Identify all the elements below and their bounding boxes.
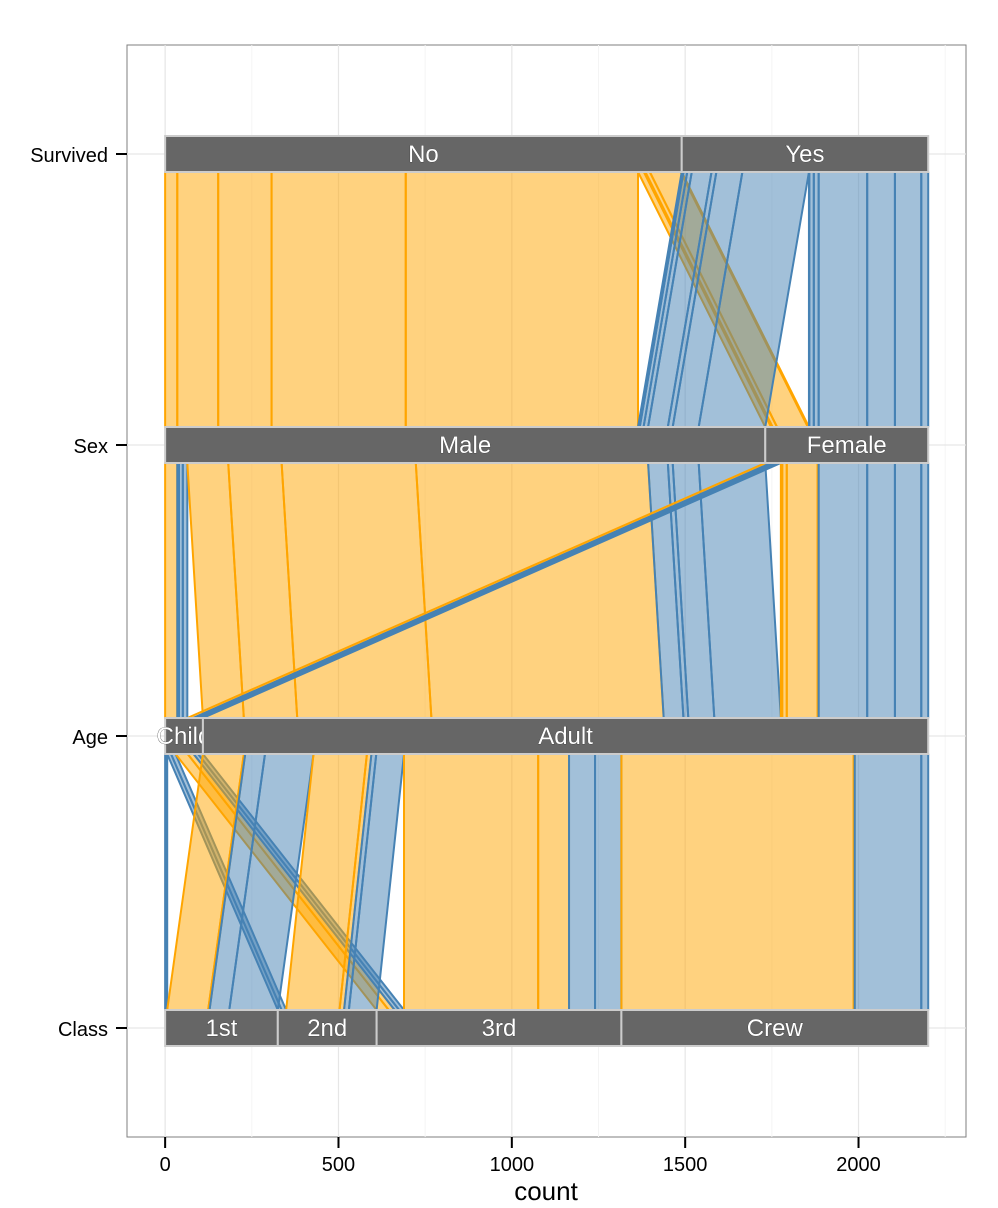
x-tick-label: 500 bbox=[322, 1154, 355, 1176]
x-tick-label: 1500 bbox=[663, 1154, 708, 1176]
ribbon-sex-age bbox=[697, 462, 782, 719]
y-tick-label: Survived bbox=[30, 145, 108, 167]
ribbon-survived-sex bbox=[217, 171, 273, 428]
ribbon-sex-age bbox=[181, 462, 189, 719]
ribbon-sex-age bbox=[866, 462, 896, 719]
x-axis-title: count bbox=[514, 1176, 578, 1206]
level-bar-class-crew bbox=[620, 1009, 930, 1047]
level-bar-survived-no bbox=[164, 135, 683, 173]
level-bar-sex-female bbox=[764, 426, 930, 464]
ribbon-survived-sex bbox=[893, 171, 923, 428]
x-tick-label: 0 bbox=[160, 1154, 171, 1176]
ribbon-survived-sex bbox=[164, 171, 179, 428]
ribbon-sex-age bbox=[280, 462, 433, 719]
ribbon-survived-sex bbox=[920, 171, 930, 428]
ribbon-sex-age bbox=[414, 462, 665, 719]
ribbon-survived-sex bbox=[866, 171, 896, 428]
ribbon-sex-age bbox=[893, 462, 923, 719]
ribbon-age-class bbox=[620, 753, 855, 1011]
level-bar-survived-yes bbox=[680, 135, 930, 173]
level-label: Yes bbox=[785, 141, 824, 168]
ribbon-age-class bbox=[920, 753, 930, 1011]
ribbon-age-class bbox=[594, 753, 623, 1011]
level-label: 2nd bbox=[307, 1015, 347, 1042]
ribbon-survived-sex bbox=[404, 171, 640, 428]
y-tick-label: Class bbox=[58, 1019, 108, 1041]
ribbon-survived-sex bbox=[270, 171, 407, 428]
level-label: Male bbox=[439, 432, 491, 459]
level-label: Female bbox=[807, 432, 887, 459]
ribbon-age-class bbox=[568, 753, 597, 1011]
level-label: 3rd bbox=[482, 1015, 517, 1042]
ribbon-age-class bbox=[403, 753, 540, 1011]
level-bar-age-adult bbox=[201, 717, 930, 755]
ribbon-sex-age bbox=[785, 462, 819, 719]
level-bar-class-1st bbox=[164, 1009, 279, 1047]
ribbon-sex-age bbox=[817, 462, 869, 719]
ribbon-age-class bbox=[853, 753, 923, 1011]
level-bar-class-2nd bbox=[276, 1009, 378, 1047]
ribbon-age-class bbox=[537, 753, 571, 1011]
x-tick-label: 2000 bbox=[836, 1154, 881, 1176]
level-bar-age-child bbox=[164, 717, 204, 755]
level-label: Adult bbox=[538, 723, 593, 750]
ribbons bbox=[164, 171, 930, 1011]
level-label: Crew bbox=[747, 1015, 804, 1042]
ribbon-survived-sex bbox=[176, 171, 220, 428]
x-tick-label: 1000 bbox=[490, 1154, 535, 1176]
ribbon-survived-sex bbox=[817, 171, 869, 428]
ribbon-sex-age bbox=[920, 462, 930, 719]
level-label: 1st bbox=[205, 1015, 237, 1042]
y-tick-label: Sex bbox=[74, 436, 108, 458]
axes: Survived Sex Age Class 0 500 1000 1500 2000 bbox=[30, 145, 881, 1176]
ribbon-sex-age bbox=[164, 462, 179, 719]
level-label: No bbox=[408, 141, 439, 168]
y-tick-label: Age bbox=[72, 727, 108, 749]
